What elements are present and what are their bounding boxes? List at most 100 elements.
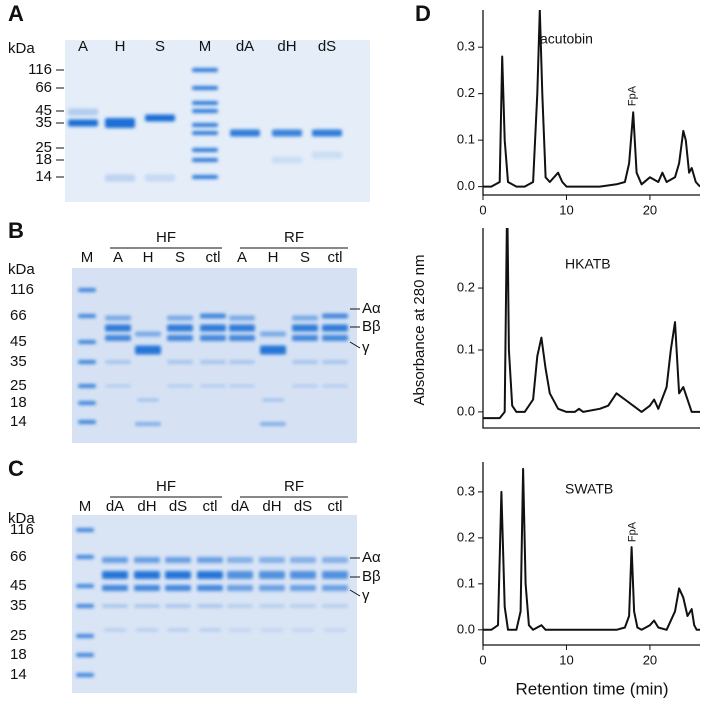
gel-band	[165, 571, 191, 579]
chain-tick	[349, 589, 361, 597]
gel-band	[200, 324, 226, 332]
marker-label: 14	[35, 168, 52, 185]
lane-label: S	[300, 249, 310, 266]
group-label: RF	[284, 229, 304, 246]
panel-label: A	[8, 1, 24, 26]
gel-band	[229, 324, 255, 332]
gel-band	[145, 174, 175, 182]
lane-label: ctl	[203, 498, 218, 515]
gel-band	[167, 315, 193, 321]
panel-label: C	[8, 456, 24, 481]
y-tick-label: 0.1	[457, 132, 475, 147]
gel-band	[192, 101, 218, 105]
plot-title: HKATB	[565, 256, 611, 272]
gel-band	[292, 360, 318, 364]
gel-band	[200, 384, 226, 388]
y-axis-label: Absorbance at 280 nm	[411, 255, 428, 406]
gel-band	[102, 604, 128, 608]
lane-label: A	[113, 249, 123, 266]
gel-band	[78, 384, 96, 388]
gel-band	[262, 398, 284, 402]
gel-band	[102, 557, 128, 563]
group-label: HF	[156, 229, 176, 246]
gel-band	[167, 628, 189, 632]
gel-band	[76, 584, 94, 588]
gel-band	[167, 324, 193, 332]
y-tick-label: 0.1	[457, 575, 475, 590]
chain-label: Aα	[362, 300, 381, 317]
gel-band	[272, 156, 302, 164]
gel-band	[192, 68, 218, 72]
chain-label: Bβ	[362, 318, 381, 335]
gel-band	[229, 628, 251, 632]
chain-label: Bβ	[362, 568, 381, 585]
gel-band	[199, 628, 221, 632]
lane-label: M	[81, 249, 94, 266]
gel-band	[134, 585, 160, 591]
lane-label: dA	[231, 498, 249, 515]
trace	[483, 228, 700, 420]
gel-band	[192, 123, 218, 127]
gel-band	[259, 604, 285, 608]
gel-band	[322, 557, 348, 563]
gel-band	[192, 86, 218, 90]
marker-label: 45	[10, 333, 27, 350]
gel-band	[76, 653, 94, 657]
gel-band	[292, 315, 318, 321]
gel-band	[322, 324, 348, 332]
gel-band	[312, 151, 342, 159]
gel-band	[165, 557, 191, 563]
gel-band	[134, 557, 160, 563]
gel-band	[76, 604, 94, 608]
x-tick-label: 10	[559, 202, 573, 217]
lane-label: S	[155, 38, 165, 55]
gel-band	[68, 108, 98, 116]
panel-label: D	[415, 1, 431, 26]
gels	[65, 40, 370, 693]
y-tick-label: 0.0	[457, 178, 475, 193]
lane-label: dS	[318, 38, 336, 55]
chain-tick	[349, 341, 361, 349]
group-label: HF	[156, 478, 176, 495]
gel-band	[78, 340, 96, 344]
marker-label: 116	[10, 521, 34, 538]
gel-band	[197, 585, 223, 591]
gel-band	[68, 119, 98, 127]
axis	[482, 228, 700, 429]
marker-label: 14	[10, 413, 27, 430]
marker-label: 116	[10, 281, 34, 298]
chain-label: γ	[362, 339, 370, 356]
gel-band	[167, 335, 193, 341]
gel-band	[78, 360, 96, 364]
unit-label: kDa	[8, 261, 35, 278]
gel-band	[292, 384, 318, 388]
gel-band	[322, 384, 348, 388]
lane-label: ctl	[206, 249, 221, 266]
lane-label: dA	[106, 498, 124, 515]
panel-label: B	[8, 218, 24, 243]
unit-label: kDa	[8, 510, 35, 527]
lane-label: M	[79, 498, 92, 515]
gel-band	[200, 313, 226, 319]
marker-label: 35	[10, 353, 27, 370]
gel-band	[230, 129, 260, 137]
gel-band	[259, 557, 285, 563]
gel-band	[135, 345, 161, 355]
gel-band	[227, 571, 253, 579]
gel-band	[102, 571, 128, 579]
gel-band	[105, 315, 131, 321]
gel-band	[135, 331, 161, 337]
gel-band	[229, 384, 255, 388]
lane-label: dA	[236, 38, 254, 55]
gel-band	[192, 158, 218, 162]
x-tick-label: 20	[643, 202, 657, 217]
gel-band	[312, 129, 342, 137]
lane-label: A	[237, 249, 247, 266]
lane-label: dS	[169, 498, 187, 515]
gel-band	[192, 131, 218, 135]
gel-band	[105, 384, 131, 388]
gel-band	[259, 585, 285, 591]
gel-band	[78, 314, 96, 318]
lane-label: dH	[137, 498, 156, 515]
gel-band	[322, 335, 348, 341]
